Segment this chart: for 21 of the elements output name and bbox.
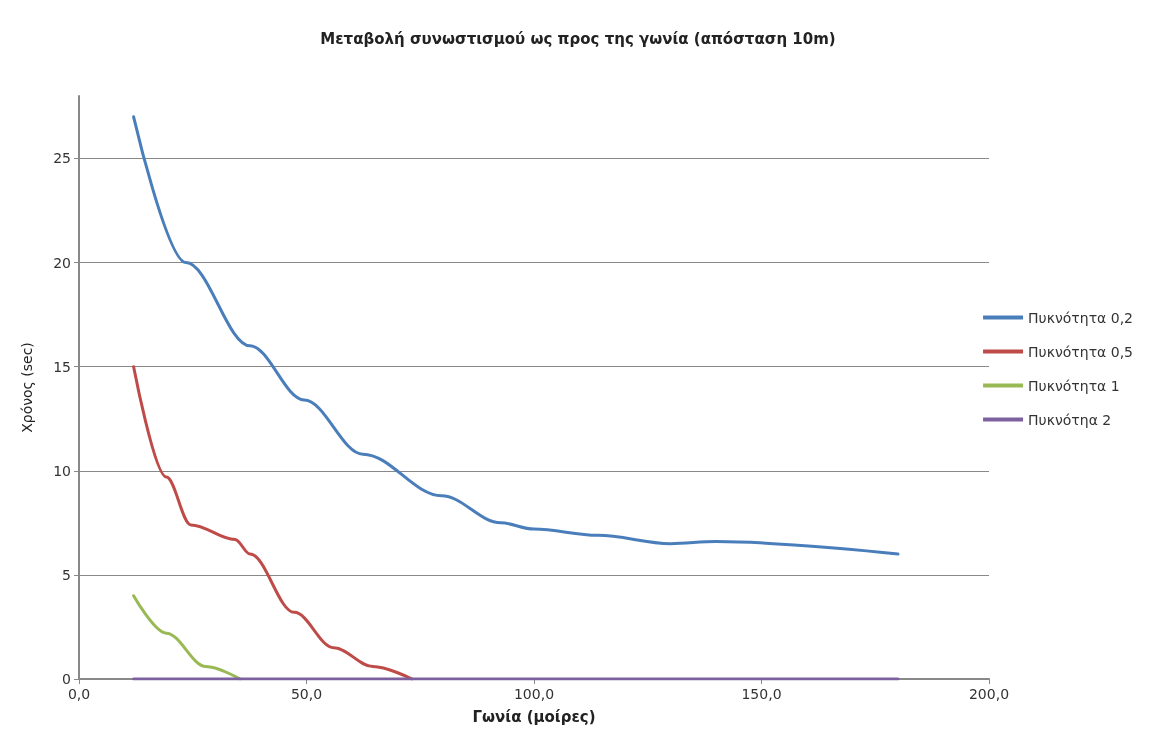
- y-tick-label: 25: [53, 150, 71, 167]
- legend-label: Πυκνότητα 1: [1028, 377, 1120, 394]
- legend-label: Πυκνότητα 0,2: [1028, 309, 1134, 326]
- y-tick-label: 0: [62, 671, 71, 687]
- y-axis-title: Χρόνος (sec): [19, 342, 35, 433]
- x-tick-label: 150,0: [741, 686, 782, 702]
- x-tick-label: 0,0: [67, 686, 91, 702]
- y-tick-label: 10: [53, 462, 71, 479]
- x-tick-label: 100,0: [513, 686, 555, 702]
- line-series: [132, 365, 414, 681]
- y-tick-label: 15: [53, 358, 71, 375]
- legend-label: Πυκνότητα 0,5: [1028, 343, 1134, 360]
- x-axis-title: Γωνία (μοίρες): [472, 707, 596, 726]
- y-tick-label: 20: [53, 254, 71, 271]
- x-tick-label: 200,0: [968, 686, 1010, 702]
- line-series: [132, 594, 242, 681]
- legend-label: Πυκνότηα 2: [1028, 411, 1112, 428]
- x-tick-label: 50,0: [290, 686, 323, 702]
- y-tick-label: 5: [62, 566, 71, 583]
- chart-title: Μεταβολή συνωστισμού ως προς της γωνία (απόσταση 10m): [320, 29, 836, 48]
- line-series: [132, 115, 900, 556]
